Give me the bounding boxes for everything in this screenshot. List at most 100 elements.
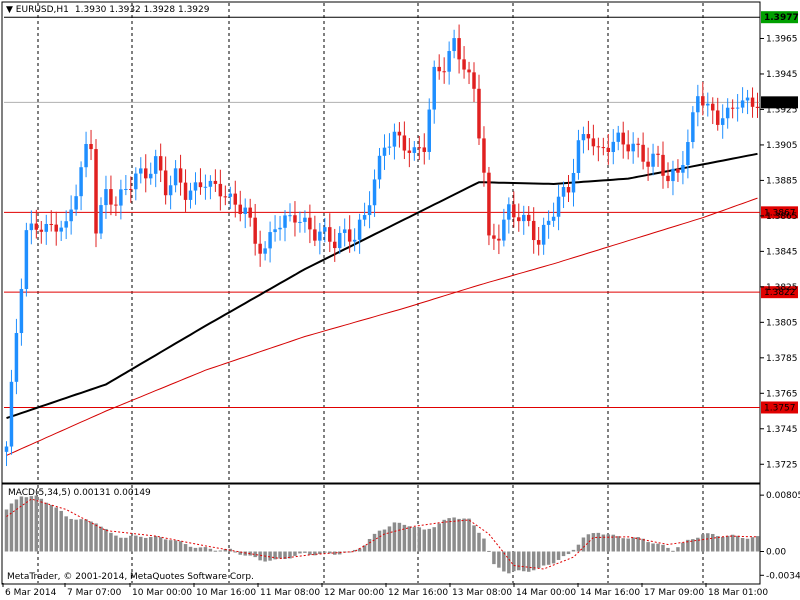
candle [4, 441, 9, 467]
candle [228, 186, 233, 210]
macd-bar [626, 538, 630, 552]
candle-body [661, 154, 665, 176]
candle-body [437, 66, 441, 72]
candle [84, 131, 88, 178]
candle [432, 60, 436, 124]
macd-bar [158, 537, 163, 552]
candle [29, 210, 34, 245]
candle-body [526, 214, 531, 221]
macd-bar [198, 547, 203, 552]
candle-body [4, 446, 9, 452]
price-tick-label-11: 1.3745 [766, 425, 798, 435]
candle [706, 92, 710, 117]
macd-bar [457, 518, 461, 552]
candle-body [99, 205, 103, 234]
candle [596, 137, 601, 162]
level-label-1: 1.3867 [764, 208, 796, 218]
candle-body [666, 175, 670, 182]
macd-bar [124, 537, 128, 552]
candle [44, 214, 49, 245]
candle [367, 191, 372, 229]
candle [691, 106, 695, 149]
macd-bar [54, 507, 58, 552]
candle-body [208, 180, 213, 187]
level-tag-2 [761, 286, 798, 299]
candle-body [432, 66, 436, 110]
collapse-arrow-icon[interactable]: ▼ [6, 5, 16, 15]
macd-bar [681, 542, 685, 552]
candle [621, 121, 625, 159]
candle-body [596, 146, 601, 148]
candle-body [656, 153, 660, 155]
level-tag-1 [761, 206, 798, 219]
candle [288, 203, 292, 222]
candle-body [39, 229, 44, 232]
candle-body [477, 88, 481, 139]
candle [213, 169, 218, 192]
candle [323, 217, 327, 243]
time-tick-label-2: 10 Mar 00:00 [132, 588, 192, 598]
candle [701, 81, 705, 116]
candle-body [44, 223, 49, 232]
macd-bar [119, 537, 123, 552]
candle-body [571, 172, 576, 193]
candle-body [342, 229, 347, 233]
macd-bar [412, 527, 417, 552]
macd-bar [576, 544, 581, 552]
time-tick-label-3: 10 Mar 16:00 [196, 588, 256, 598]
time-tick-label-6: 12 Mar 16:00 [388, 588, 448, 598]
candle-body [725, 107, 730, 119]
candle [308, 204, 312, 244]
candle-body [268, 232, 272, 249]
macd-bar [482, 538, 486, 552]
candle [740, 87, 745, 114]
macd-bar [701, 534, 705, 552]
macd-header: MACD(5,34,5) 0.00131 0.00149 [8, 488, 151, 498]
ohlc-values: 1.3930 1.3932 1.3928 1.3929 [75, 5, 210, 15]
main-plot-frame [1, 1, 761, 484]
candle-body [482, 138, 486, 173]
level-tag-0 [761, 11, 798, 24]
candle [725, 98, 730, 129]
candle-body [14, 333, 19, 382]
candle [178, 154, 183, 196]
candle [303, 210, 307, 233]
price-tick-label-10: 1.3765 [766, 389, 798, 399]
candle-body [248, 207, 252, 218]
macd-bar [601, 534, 606, 552]
macd-bar [512, 551, 516, 572]
macd-bar [74, 519, 78, 552]
level-label-2: 1.3822 [764, 288, 796, 298]
macd-bar [253, 551, 257, 558]
candle-body [119, 189, 123, 206]
candle [293, 201, 297, 237]
price-tick-label-5: 1.3865 [766, 212, 798, 222]
macd-bar [740, 538, 745, 552]
candle-body [303, 217, 307, 222]
candle-body [69, 209, 73, 222]
macd-bar [134, 535, 138, 552]
candle-body [228, 193, 233, 197]
candle-body [711, 103, 715, 111]
macd-bar [487, 550, 491, 552]
macd-bar [691, 539, 695, 552]
price-tick-label-1: 1.3945 [766, 70, 798, 80]
candle [258, 230, 262, 267]
symbol-label: EURUSD,H1 [16, 5, 69, 15]
candle-body [452, 38, 456, 52]
candle-body [129, 188, 133, 190]
candle [337, 226, 342, 254]
candle [94, 139, 98, 248]
candle [750, 87, 755, 118]
candle [347, 215, 352, 253]
candle-body [522, 214, 526, 222]
candle-body [243, 207, 247, 214]
macd-bar [24, 497, 29, 552]
candle [755, 92, 760, 118]
candle-body [238, 204, 242, 214]
candle [512, 191, 516, 228]
candle [427, 98, 431, 160]
macd-bar [750, 537, 755, 552]
candle [611, 129, 616, 165]
